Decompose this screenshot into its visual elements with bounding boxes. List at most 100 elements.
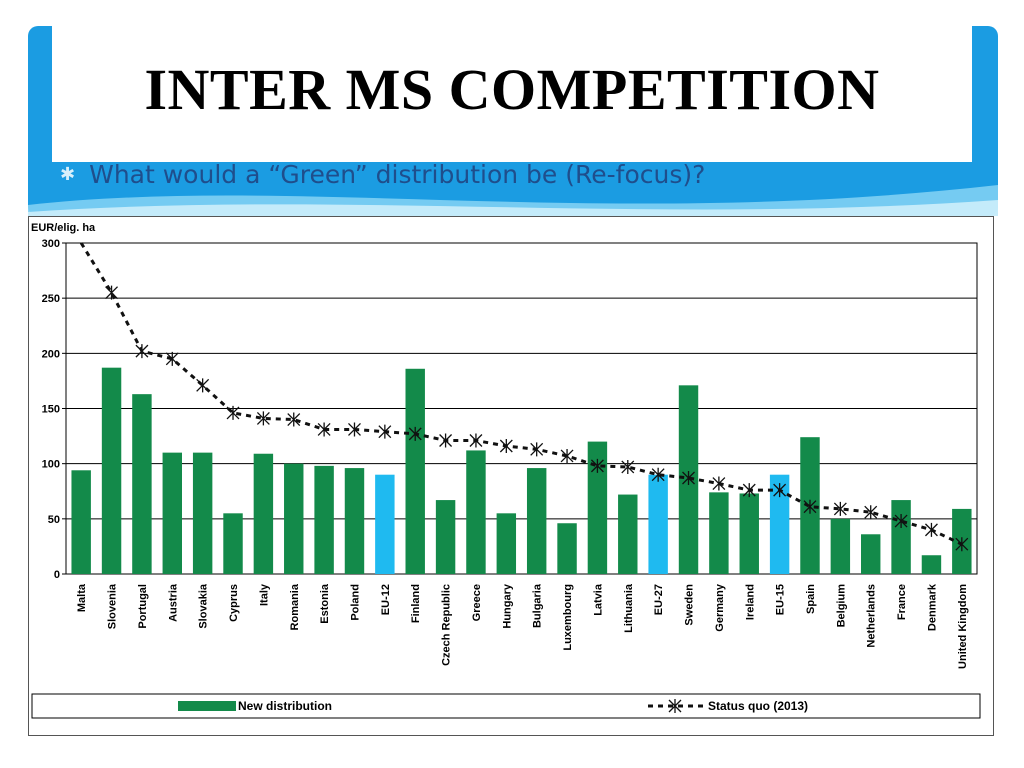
status-quo-point: [560, 448, 574, 463]
x-tick-label: France: [896, 584, 908, 620]
bar: [162, 452, 183, 574]
x-tick-label: Luxembourg: [562, 584, 574, 651]
y-tick-label: 100: [42, 459, 60, 471]
y-tick-label: 250: [42, 293, 60, 305]
status-quo-point: [530, 442, 544, 457]
status-quo-point: [924, 522, 938, 537]
bar: [496, 513, 517, 574]
status-quo-point: [894, 514, 908, 529]
status-quo-point: [621, 459, 635, 474]
x-tick-label: Bulgaria: [532, 583, 544, 628]
bar: [132, 394, 152, 574]
bar: [557, 523, 577, 574]
status-quo-point: [955, 537, 969, 552]
bar: [435, 500, 456, 574]
y-tick-label: 150: [42, 404, 60, 416]
bar: [466, 450, 486, 574]
bar: [405, 368, 425, 574]
bar: [526, 468, 547, 574]
x-tick-label: Romania: [289, 583, 301, 630]
x-tick-label: Slovenia: [107, 583, 119, 629]
bar: [709, 492, 729, 574]
status-quo-point: [651, 467, 665, 482]
status-quo-point: [712, 476, 726, 491]
status-quo-point: [408, 426, 422, 441]
y-tick-label: 300: [42, 238, 60, 250]
status-quo-point: [439, 433, 453, 448]
bar: [587, 441, 608, 574]
status-quo-point: [135, 344, 149, 359]
status-quo-point: [348, 422, 361, 437]
status-quo-point: [590, 458, 604, 473]
status-quo-point: [864, 505, 878, 520]
status-quo-point: [226, 405, 240, 420]
bar: [830, 518, 851, 574]
status-quo-point: [469, 433, 483, 448]
x-tick-label: United Kingdom: [957, 584, 969, 669]
x-tick-label: Latvia: [592, 583, 604, 616]
x-tick-label: Ireland: [744, 584, 756, 620]
x-tick-label: Germany: [714, 583, 726, 632]
bar: [860, 534, 881, 574]
status-quo-point: [165, 351, 179, 366]
x-tick-label: Greece: [471, 584, 483, 621]
x-tick-label: Spain: [805, 584, 817, 614]
legend-swatch-marker: [668, 699, 682, 713]
status-quo-point: [105, 285, 119, 300]
x-tick-label: EU-15: [775, 584, 787, 615]
x-tick-label: EU-27: [653, 584, 665, 615]
y-tick-label: 0: [54, 569, 60, 581]
bar: [739, 493, 759, 574]
star-bullet-icon: ✱: [60, 163, 76, 185]
legend: [31, 693, 981, 719]
legend-swatch-bar: [178, 701, 236, 711]
x-tick-label: Denmark: [926, 583, 938, 631]
legend-label-line: Status quo (2013): [708, 699, 808, 713]
bar: [314, 465, 334, 574]
y-axis-label: EUR/elig. ha: [31, 222, 96, 234]
status-quo-point: [833, 501, 847, 516]
status-quo-point: [773, 483, 787, 498]
bar: [618, 494, 638, 574]
status-quo-line: [79, 242, 963, 546]
x-tick-label: Cyprus: [228, 584, 240, 622]
bar: [192, 452, 213, 574]
x-tick-label: Malta: [76, 583, 88, 612]
x-tick-label: Belgium: [835, 584, 847, 628]
bullet-text: What would a “Green” distribution be (Re…: [89, 159, 706, 189]
legend-label-bar: New distribution: [238, 699, 332, 713]
bar: [71, 470, 91, 574]
x-tick-label: Finland: [410, 584, 422, 623]
bar: [375, 474, 395, 574]
bar: [101, 367, 122, 574]
bar: [891, 500, 911, 574]
x-tick-label: Hungary: [501, 583, 513, 629]
status-quo-point: [682, 471, 695, 486]
x-tick-label: Czech Republic: [441, 584, 453, 666]
bar: [648, 474, 668, 574]
status-quo-point: [317, 422, 331, 437]
bar: [223, 513, 243, 574]
bar: [769, 474, 790, 574]
slide-title: INTER MS COMPETITION: [144, 57, 880, 122]
status-quo-point: [196, 378, 210, 393]
bar: [284, 463, 304, 574]
bar: [253, 453, 274, 574]
y-tick-label: 200: [42, 348, 60, 360]
y-tick-label: 50: [48, 514, 60, 526]
plot-area: [65, 242, 978, 575]
status-quo-point: [256, 411, 270, 426]
x-tick-label: Sweden: [684, 584, 696, 626]
bar: [921, 555, 942, 574]
status-quo-point: [378, 424, 392, 439]
x-tick-label: Poland: [349, 584, 361, 621]
bar-chart: EUR/elig. ha 0 50 100 150 200 250 300 Malta Slove…: [31, 222, 981, 719]
status-quo-point: [499, 439, 513, 454]
x-tick-label: Estonia: [319, 583, 331, 624]
x-tick-label: EU-12: [380, 584, 392, 615]
bar: [344, 468, 365, 574]
status-quo-point: [287, 412, 301, 427]
x-tick-label: Portugal: [137, 584, 149, 629]
x-tick-label: Austria: [167, 583, 179, 622]
status-quo-point: [803, 499, 817, 514]
